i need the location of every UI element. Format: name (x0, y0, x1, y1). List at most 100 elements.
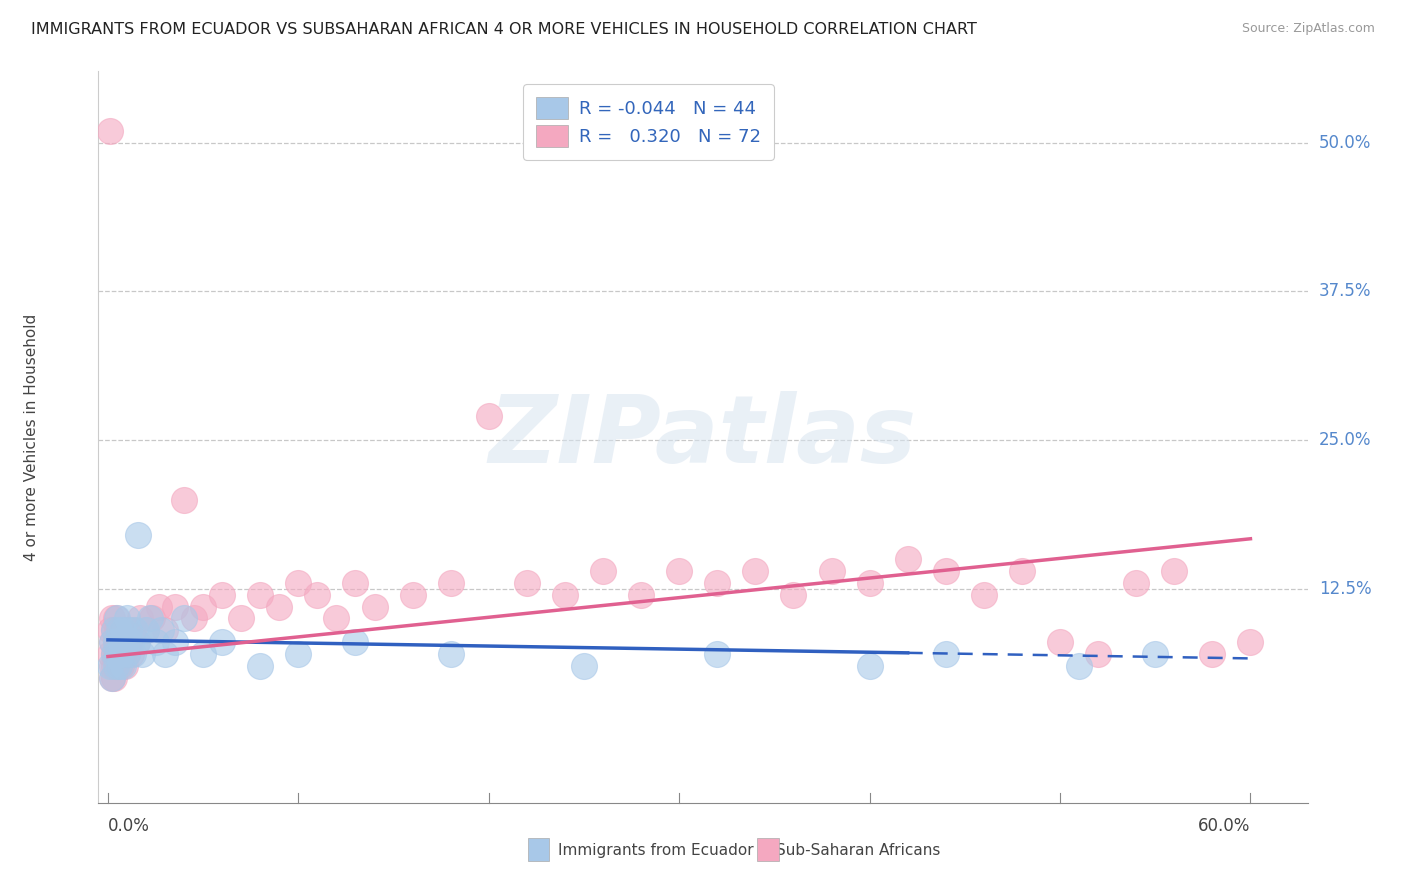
Point (118, 635, 141, 649)
Point (630, 588, 652, 602)
Text: 4 or more Vehicles in Household: 4 or more Vehicles in Household (24, 313, 39, 561)
Point (100, 635, 122, 649)
Point (104, 647, 127, 661)
Point (112, 659, 135, 673)
Point (115, 647, 138, 661)
Text: Source: ZipAtlas.com: Source: ZipAtlas.com (1241, 22, 1375, 36)
Point (706, 647, 728, 661)
Point (98, 659, 121, 673)
Point (141, 611, 163, 625)
Point (325, 611, 347, 625)
Point (110, 659, 132, 673)
Point (1011, 564, 1033, 578)
Point (307, 588, 329, 602)
Point (173, 492, 195, 507)
Point (153, 647, 176, 661)
Point (125, 635, 148, 649)
Point (103, 624, 125, 638)
Point (401, 588, 423, 602)
Point (100, 635, 122, 649)
Point (211, 635, 233, 649)
Point (287, 575, 309, 590)
Point (98, 124, 121, 138)
Point (211, 588, 233, 602)
Point (897, 552, 920, 566)
Point (135, 624, 157, 638)
Point (112, 647, 135, 661)
Point (115, 624, 138, 638)
Point (344, 635, 367, 649)
Point (98, 647, 121, 661)
Point (104, 659, 127, 673)
Point (124, 624, 146, 638)
Text: ZIPatlas: ZIPatlas (489, 391, 917, 483)
Point (107, 624, 129, 638)
Point (108, 624, 131, 638)
Point (118, 624, 141, 638)
Point (104, 611, 127, 625)
Point (121, 624, 143, 638)
Point (145, 635, 167, 649)
Point (100, 671, 122, 685)
Point (107, 611, 129, 625)
Point (163, 599, 186, 614)
Point (108, 624, 131, 638)
Point (173, 611, 195, 625)
Text: 60.0%: 60.0% (1198, 817, 1250, 835)
Point (100, 611, 122, 625)
Point (100, 671, 122, 685)
Point (1144, 647, 1167, 661)
Point (100, 659, 122, 673)
Point (114, 635, 136, 649)
Point (859, 659, 882, 673)
Point (1125, 575, 1147, 590)
Point (782, 588, 804, 602)
Point (103, 647, 125, 661)
Point (973, 588, 995, 602)
Point (103, 647, 125, 661)
Point (249, 588, 271, 602)
Point (103, 624, 125, 638)
Point (108, 659, 131, 673)
Point (344, 575, 367, 590)
Point (121, 647, 143, 661)
Point (1239, 635, 1261, 649)
Point (135, 624, 157, 638)
Point (706, 575, 728, 590)
Point (592, 564, 614, 578)
Point (120, 635, 142, 649)
Point (120, 647, 142, 661)
Point (440, 647, 463, 661)
Point (139, 611, 162, 625)
Point (125, 635, 148, 649)
Point (110, 647, 132, 661)
Point (112, 624, 135, 638)
Point (478, 409, 501, 424)
Point (103, 671, 125, 685)
Point (440, 575, 463, 590)
Point (183, 611, 205, 625)
Point (110, 635, 132, 649)
Point (107, 647, 129, 661)
Point (572, 659, 595, 673)
Point (1087, 647, 1109, 661)
Point (98, 624, 121, 638)
Text: 12.5%: 12.5% (1319, 580, 1371, 598)
Point (1067, 659, 1090, 673)
Point (114, 635, 136, 649)
Point (114, 659, 136, 673)
Point (148, 599, 170, 614)
Point (554, 588, 576, 602)
Point (153, 624, 176, 638)
FancyBboxPatch shape (527, 838, 550, 862)
Text: Immigrants from Ecuador: Immigrants from Ecuador (558, 843, 754, 858)
Point (129, 611, 152, 625)
Point (115, 611, 138, 625)
Text: 0.0%: 0.0% (108, 817, 150, 835)
Point (287, 647, 309, 661)
Point (935, 647, 957, 661)
Legend: R = -0.044   N = 44, R =   0.320   N = 72: R = -0.044 N = 44, R = 0.320 N = 72 (523, 84, 773, 160)
Text: 25.0%: 25.0% (1319, 431, 1371, 449)
Text: IMMIGRANTS FROM ECUADOR VS SUBSAHARAN AFRICAN 4 OR MORE VEHICLES IN HOUSEHOLD CO: IMMIGRANTS FROM ECUADOR VS SUBSAHARAN AF… (31, 22, 977, 37)
Point (1049, 635, 1071, 649)
